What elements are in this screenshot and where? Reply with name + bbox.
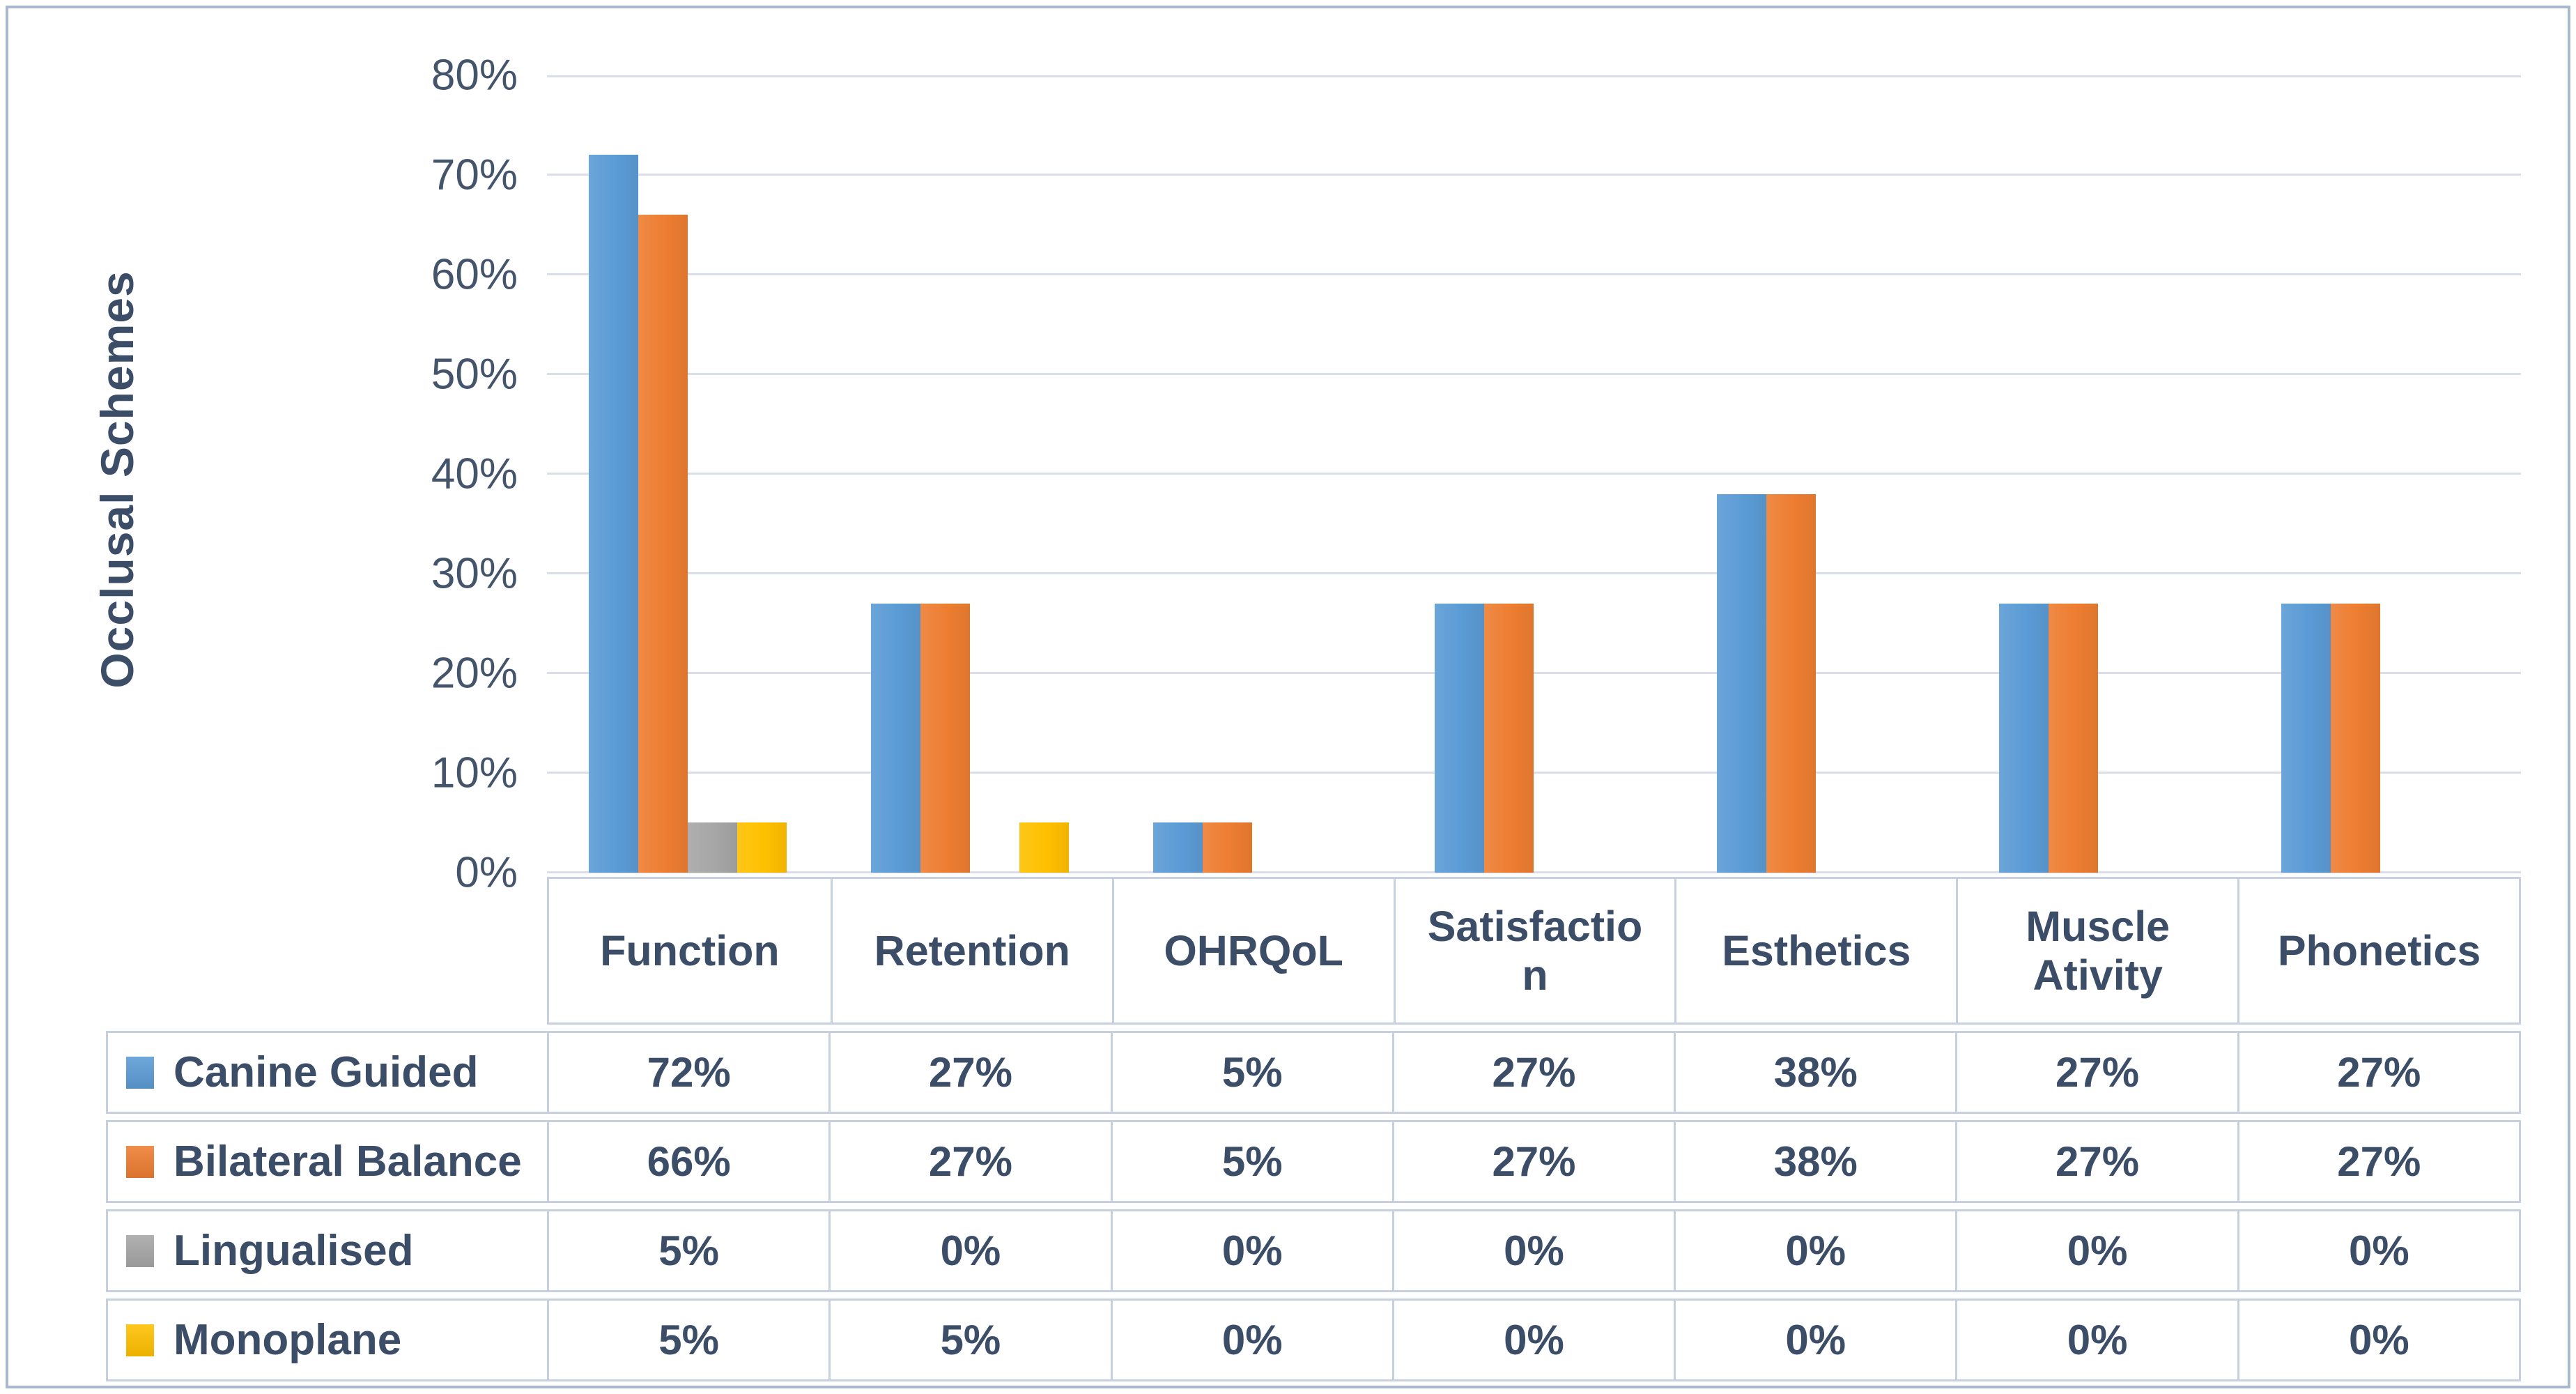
series-label: Monoplane <box>173 1316 402 1364</box>
y-tick-label: 20% <box>431 649 518 698</box>
gridline <box>547 672 2521 674</box>
table-header-row: Function Retention OHRQoL Satisfactio n Esth… <box>547 877 2521 1025</box>
bar-group-muscle-ativity <box>1957 75 2239 873</box>
gridline <box>547 75 2521 77</box>
value-cell: 66% <box>547 1122 828 1201</box>
bar-canine-guided <box>2281 604 2331 873</box>
gridline <box>547 373 2521 375</box>
legend-cell: Bilateral Balance <box>108 1122 547 1201</box>
value-cell: 0% <box>1110 1301 1392 1379</box>
category-header-cell: Satisfactio n <box>1393 879 1675 1022</box>
y-tick-label: 0% <box>455 848 518 897</box>
gridline <box>547 772 2521 774</box>
bar-group-retention <box>829 75 1111 873</box>
value-cell: 5% <box>1110 1033 1392 1112</box>
plot-area: 0% 10% 20% 30% 40% 50% 60% 70% 80% <box>431 52 2521 897</box>
gridline <box>547 273 2521 275</box>
bar-bilateral-balance <box>1484 604 1534 873</box>
bar-monoplane <box>1019 822 1070 873</box>
y-axis-title: Occlusal Schemes <box>91 270 143 689</box>
value-cell: 27% <box>2237 1033 2519 1112</box>
gridline <box>547 473 2521 475</box>
bar-canine-guided <box>1152 822 1203 873</box>
value-cell: 0% <box>2237 1301 2519 1379</box>
category-header-cell: Phonetics <box>2237 879 2519 1022</box>
bar-lingualised <box>688 822 738 873</box>
value-cell: 38% <box>1674 1033 1955 1112</box>
category-header-cell: Esthetics <box>1674 879 1956 1022</box>
value-cell: 27% <box>828 1033 1110 1112</box>
gridline <box>547 572 2521 574</box>
value-cell: 0% <box>1674 1211 1955 1290</box>
value-cell: 0% <box>828 1211 1110 1290</box>
series-label: Canine Guided <box>173 1048 479 1096</box>
value-cell: 0% <box>1391 1301 1674 1379</box>
series-label: Bilateral Balance <box>173 1138 522 1186</box>
value-cell: 0% <box>1955 1301 2237 1379</box>
value-cell: 72% <box>547 1033 828 1112</box>
value-cell: 27% <box>1955 1033 2237 1112</box>
value-cell: 0% <box>1674 1301 1955 1379</box>
value-cell: 5% <box>547 1301 828 1379</box>
data-table: Function Retention OHRQoL Satisfactio n Esth… <box>106 877 2521 1381</box>
value-cell: 0% <box>1110 1211 1392 1290</box>
bar-monoplane <box>737 822 787 873</box>
value-cell: 27% <box>1391 1122 1674 1201</box>
y-tick-label: 10% <box>431 749 518 797</box>
value-cell: 5% <box>1110 1122 1392 1201</box>
bar-group-phonetics <box>2239 75 2521 873</box>
category-header-cell: OHRQoL <box>1111 879 1394 1022</box>
series-swatch-icon <box>126 1145 154 1178</box>
category-header-cell: Retention <box>830 879 1112 1022</box>
bar-group-function <box>547 75 829 873</box>
bar-bilateral-balance <box>638 215 688 873</box>
bar-bilateral-balance <box>920 604 971 873</box>
y-tick-label: 80% <box>431 51 518 100</box>
category-header-cell: Muscle Ativity <box>1956 879 2237 1022</box>
bar-bilateral-balance <box>2048 604 2098 873</box>
bar-bilateral-balance <box>1766 494 1817 873</box>
y-tick-label: 60% <box>431 250 518 299</box>
bar-canine-guided <box>1998 604 2049 873</box>
bar-group-ohrqol <box>1111 75 1393 873</box>
value-cell: 5% <box>828 1301 1110 1379</box>
bar-bilateral-balance <box>2330 604 2380 873</box>
series-label: Lingualised <box>173 1227 414 1275</box>
value-cell: 27% <box>2237 1122 2519 1201</box>
table-row: Monoplane 5% 5% 0% 0% 0% 0% 0% <box>106 1299 2521 1381</box>
series-swatch-icon <box>126 1056 154 1089</box>
table-row: Bilateral Balance 66% 27% 5% 27% 38% 27% 27% <box>106 1120 2521 1203</box>
value-cell: 5% <box>547 1211 828 1290</box>
value-cell: 38% <box>1674 1122 1955 1201</box>
legend-cell: Monoplane <box>108 1301 547 1379</box>
table-row: Lingualised 5% 0% 0% 0% 0% 0% 0% <box>106 1209 2521 1292</box>
gridline <box>547 174 2521 176</box>
y-tick-label: 40% <box>431 450 518 498</box>
gridline <box>547 871 2521 873</box>
value-cell: 27% <box>828 1122 1110 1201</box>
y-tick-label: 70% <box>431 151 518 199</box>
bar-canine-guided <box>1435 604 1485 873</box>
y-tick-label: 30% <box>431 549 518 598</box>
bar-canine-guided <box>1717 494 1767 873</box>
y-tick-label: 50% <box>431 350 518 399</box>
bar-canine-guided <box>589 155 639 873</box>
value-cell: 27% <box>1391 1033 1674 1112</box>
legend-cell: Canine Guided <box>108 1033 547 1112</box>
series-swatch-icon <box>126 1324 154 1356</box>
bar-bilateral-balance <box>1202 822 1252 873</box>
value-cell: 0% <box>2237 1211 2519 1290</box>
bar-canine-guided <box>871 604 921 873</box>
series-swatch-icon <box>126 1234 154 1267</box>
bar-group-esthetics <box>1675 75 1957 873</box>
bar-group-satisfaction <box>1393 75 1675 873</box>
value-cell: 0% <box>1391 1211 1674 1290</box>
category-header-cell: Function <box>600 926 780 974</box>
value-cell: 27% <box>1955 1122 2237 1201</box>
table-row: Canine Guided 72% 27% 5% 27% 38% 27% 27% <box>106 1031 2521 1114</box>
legend-cell: Lingualised <box>108 1211 547 1290</box>
value-cell: 0% <box>1955 1211 2237 1290</box>
